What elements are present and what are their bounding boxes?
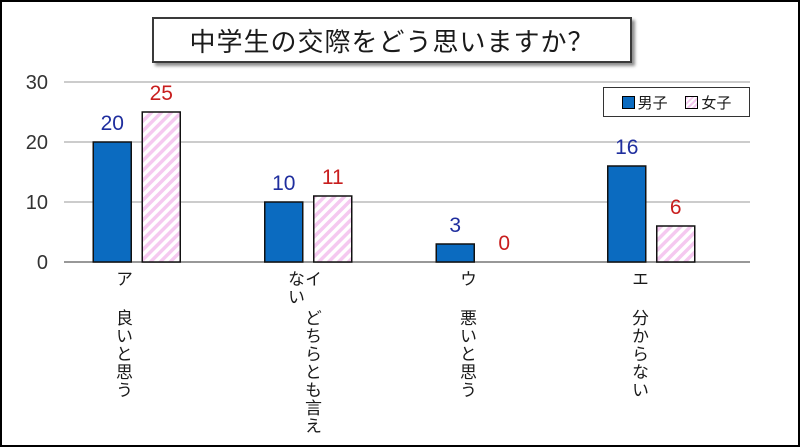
y-tick-label: 30 [26, 72, 48, 94]
y-tick-label: 20 [26, 132, 48, 154]
data-label-girls: 0 [498, 232, 510, 255]
chart-title-box: 中学生の交際をどう思いますか？ [152, 17, 632, 63]
bar-boys [435, 243, 475, 263]
bar-girls [656, 225, 696, 263]
data-label-boys: 3 [449, 214, 461, 237]
legend-swatch-boys [621, 95, 635, 109]
bar-boys [92, 141, 132, 263]
bar-boys [264, 201, 304, 263]
data-label-girls: 6 [670, 196, 682, 219]
legend-swatch-girls [685, 95, 699, 109]
legend-item-girls: 女子 [685, 92, 731, 113]
y-tick-label: 10 [26, 192, 48, 214]
category-label-2: イ どちらとも言えない [284, 270, 321, 435]
data-label-boys: 16 [615, 136, 638, 159]
y-tick-label: 0 [37, 252, 48, 274]
bar-boys [607, 165, 647, 263]
legend-item-boys: 男子 [621, 92, 668, 113]
chart-title: 中学生の交際をどう思いますか？ [189, 27, 595, 58]
data-label-girls: 25 [150, 82, 173, 105]
data-label-boys: 10 [272, 172, 295, 195]
category-label-4: エ 分からない [628, 270, 648, 399]
legend: 男子 女子 [603, 87, 750, 117]
data-label-girls: 11 [322, 166, 344, 189]
bar-girls [313, 195, 353, 263]
data-label-boys: 20 [101, 112, 124, 135]
legend-label-girls: 女子 [701, 93, 732, 112]
category-label-1: ア 良いと思う [112, 270, 132, 399]
bar-girls [141, 111, 181, 263]
category-label-3: ウ 悪いと思う [456, 270, 476, 399]
legend-label-boys: 男子 [637, 93, 668, 112]
